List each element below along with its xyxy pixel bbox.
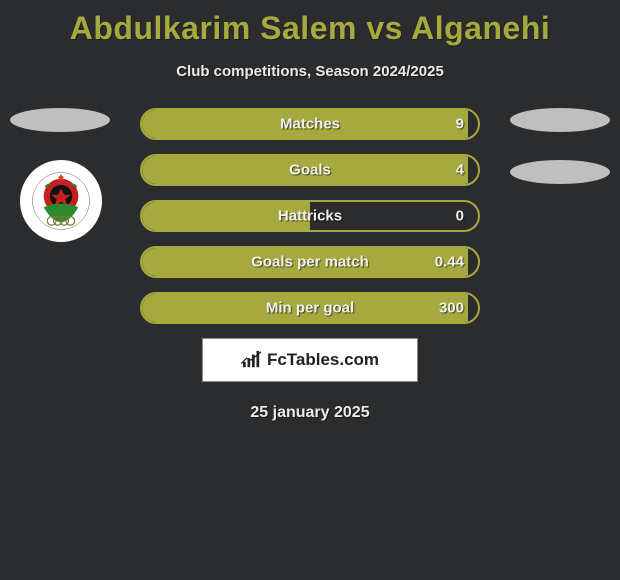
stat-value: 9 <box>456 116 464 133</box>
subtitle: Club competitions, Season 2024/2025 <box>0 63 620 80</box>
page-title: Abdulkarim Salem vs Alganehi <box>0 0 620 47</box>
stat-label: Hattricks <box>278 208 342 225</box>
player-slot-right-1 <box>510 108 610 132</box>
stat-bar: Hattricks 0 <box>140 200 480 232</box>
stat-label: Goals <box>289 162 331 179</box>
content-area: Matches 9 Goals 4 Hattricks 0 Goals per match 0… <box>0 108 620 422</box>
stat-label: Min per goal <box>266 300 354 317</box>
stats-bars: Matches 9 Goals 4 Hattricks 0 Goals per match 0… <box>140 108 480 324</box>
stat-label: Goals per match <box>251 254 369 271</box>
stat-bar: Goals per match 0.44 <box>140 246 480 278</box>
stat-value: 0.44 <box>435 254 464 271</box>
stat-bar: Goals 4 <box>140 154 480 186</box>
stat-bar: Min per goal 300 <box>140 292 480 324</box>
player-slot-right-2 <box>510 160 610 184</box>
date-line: 25 january 2025 <box>0 404 620 422</box>
stat-bar: Matches 9 <box>140 108 480 140</box>
player-slot-left <box>10 108 110 132</box>
chart-icon <box>241 351 263 369</box>
team-logo <box>20 160 102 242</box>
brand-text: FcTables.com <box>267 350 379 370</box>
brand-box[interactable]: FcTables.com <box>202 338 418 382</box>
stat-value: 0 <box>456 208 464 225</box>
stat-label: Matches <box>280 116 340 133</box>
team-crest-icon <box>30 170 92 232</box>
stat-value: 4 <box>456 162 464 179</box>
stat-value: 300 <box>439 300 464 317</box>
